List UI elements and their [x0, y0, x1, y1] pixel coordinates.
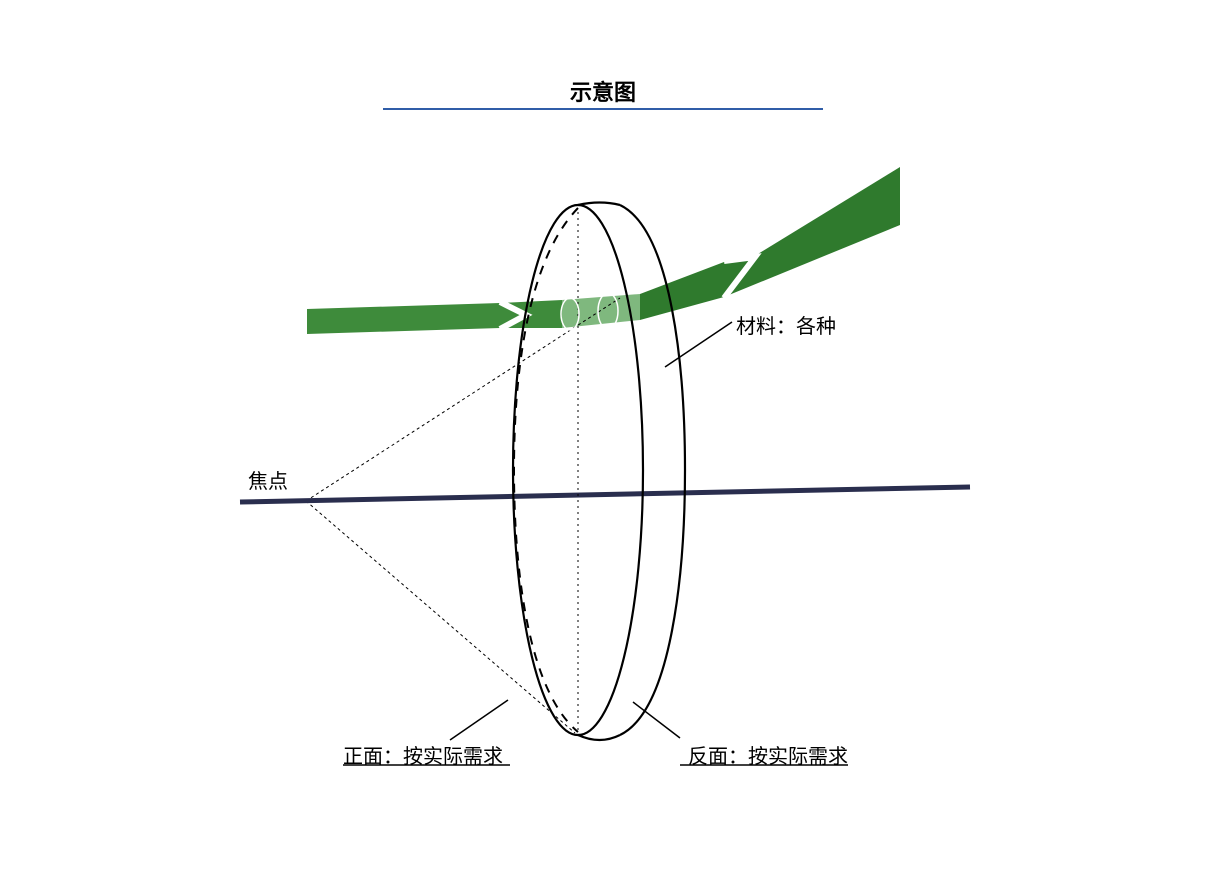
beam-outgoing-c [724, 167, 900, 297]
optical-axis [240, 487, 970, 502]
leader-front [450, 700, 508, 740]
lens-top-edge [578, 203, 620, 206]
focus-label: 焦点 [248, 465, 288, 494]
beam-outgoing-a [640, 262, 724, 320]
diagram-container: 示意图 [0, 0, 1206, 884]
lens-bottom-edge [578, 735, 620, 740]
back-face-label: 反面：按实际需求 [688, 740, 848, 769]
material-label: 材料：各种 [736, 310, 836, 339]
lens-hidden-edge [514, 208, 578, 732]
diagram-svg [0, 0, 1206, 884]
beam-incoming [307, 303, 525, 334]
focus-cone-line-lower [306, 501, 575, 733]
front-face-label: 正面：按实际需求 [343, 740, 503, 769]
leader-back [633, 702, 680, 738]
